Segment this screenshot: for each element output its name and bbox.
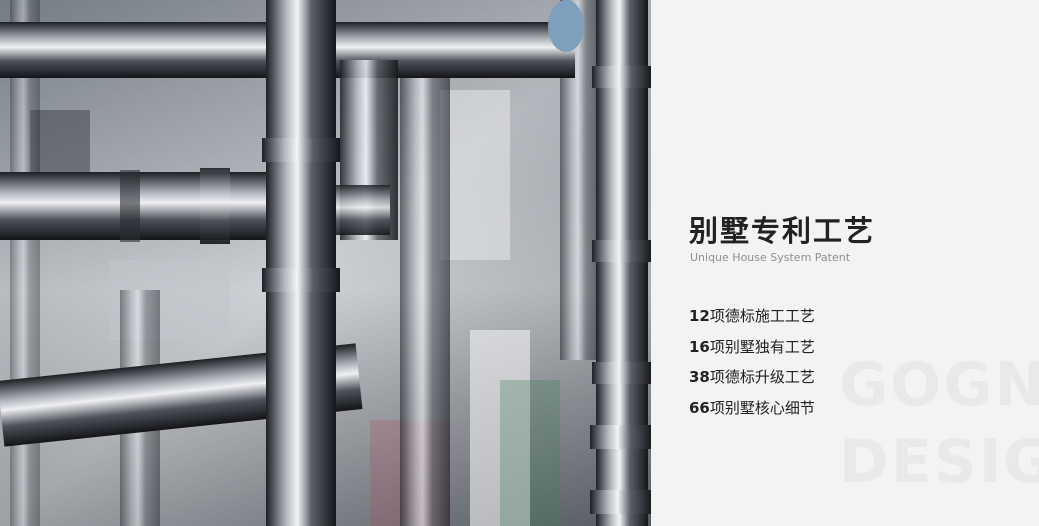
feature-item: 66项别墅核心细节 [689, 397, 815, 428]
feature-item: 16项别墅独有工艺 [689, 336, 815, 367]
watermark-line-1: GOGN [839, 350, 1039, 420]
feature-item: 38项德标升级工艺 [689, 366, 815, 397]
section-subtitle: Unique House System Patent [690, 251, 851, 264]
feature-count: 38 [689, 368, 710, 386]
section-title: 别墅专利工艺 [689, 214, 876, 248]
industrial-pipes-image [0, 0, 651, 526]
feature-count: 12 [689, 307, 710, 325]
feature-count: 66 [689, 398, 710, 417]
watermark-line-2: DESIGN [839, 427, 1039, 497]
feature-label: 项德标施工工艺 [709, 307, 815, 325]
pipes-illustration [0, 0, 651, 526]
feature-count: 16 [689, 337, 710, 356]
feature-item: 12项德标施工工艺 [689, 305, 815, 336]
feature-label: 项别墅独有工艺 [709, 337, 815, 356]
info-panel: GOGN DESIGN 别墅专利工艺 Unique House System P… [651, 0, 1039, 526]
feature-label: 项别墅核心细节 [709, 398, 815, 417]
feature-list: 12项德标施工工艺 16项别墅独有工艺 38项德标升级工艺 66项别墅核心细节 [689, 305, 815, 427]
feature-label: 项德标升级工艺 [709, 368, 815, 386]
